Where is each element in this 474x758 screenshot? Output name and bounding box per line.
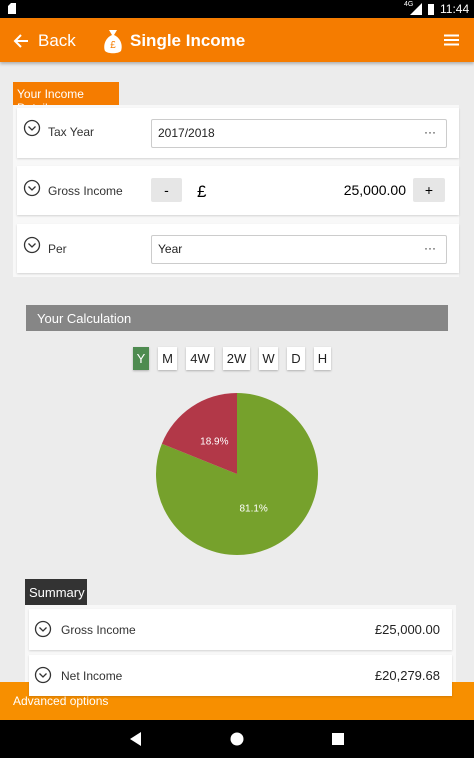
pie-slice: [161, 393, 237, 474]
pie-chart: 81.1% 18.9%: [155, 393, 318, 555]
period-button[interactable]: M: [158, 347, 177, 370]
nav-bar: [0, 720, 474, 758]
chevron[interactable]: [23, 236, 41, 254]
select-value: Year: [158, 242, 183, 256]
field-label: Gross Income: [48, 184, 123, 198]
slice-label: 81.1%: [239, 504, 267, 515]
summary-row: Net Income £20,279.68: [29, 655, 452, 696]
status-icons: [410, 3, 434, 15]
per-select[interactable]: Year ···: [151, 235, 447, 264]
pie-slice: [155, 393, 318, 555]
field-label: Tax Year: [48, 125, 95, 139]
select-value: 2017/2018: [158, 126, 215, 140]
section-tab: Your Income Details: [13, 82, 119, 115]
more: ···: [424, 241, 436, 255]
more: ···: [424, 125, 436, 139]
chevron[interactable]: [23, 119, 41, 137]
summary-value: £25,000.00: [374, 622, 440, 637]
app-bar: Back £ Single Income: [0, 18, 474, 62]
chevron[interactable]: [34, 666, 52, 684]
money-bag-icon: £: [104, 30, 122, 54]
minus-button[interactable]: -: [151, 178, 182, 202]
field-label: Per: [48, 242, 67, 256]
sim-icon: [8, 3, 16, 14]
slice-label: 18.9%: [200, 436, 228, 447]
svg-text:£: £: [110, 40, 116, 51]
app-title: Single Income: [130, 31, 246, 50]
tax-year-select[interactable]: 2017/2018 ···: [151, 119, 447, 148]
calculation-header: Your Calculation: [26, 305, 448, 331]
period-button[interactable]: Y: [133, 347, 149, 370]
period-button[interactable]: 4W: [186, 347, 214, 370]
gross-income-row: Gross Income - £ 25,000.00 +: [17, 166, 459, 215]
back-button[interactable]: Back: [38, 31, 76, 50]
status-bar: 4G 11:44: [0, 0, 474, 18]
back-arrow[interactable]: [13, 33, 29, 49]
chevron[interactable]: [34, 620, 52, 638]
chevron[interactable]: [23, 179, 41, 197]
plus-button[interactable]: +: [413, 178, 445, 202]
period-button[interactable]: 2W: [223, 347, 250, 370]
tax-year-row: Tax Year 2017/2018 ···: [17, 108, 459, 158]
summary-tab: Summary: [25, 579, 87, 605]
period-button[interactable]: W: [259, 347, 278, 370]
per-row: Per Year ···: [17, 224, 459, 273]
summary-label: Gross Income: [61, 623, 136, 637]
nav-home[interactable]: [230, 732, 244, 746]
nav-recent[interactable]: [332, 733, 344, 745]
period-button[interactable]: H: [314, 347, 331, 370]
summary-value: £20,279.68: [374, 668, 440, 683]
summary-row: Gross Income £25,000.00: [29, 609, 452, 650]
nav-back[interactable]: [130, 732, 141, 746]
period-button[interactable]: D: [287, 347, 305, 370]
clock: 11:44: [440, 2, 470, 16]
network: 4G: [404, 1, 414, 8]
nav-icons: [130, 732, 344, 746]
currency: £: [197, 182, 207, 201]
gross-income-value[interactable]: 25,000.00: [343, 182, 406, 198]
summary-label: Net Income: [61, 669, 123, 683]
menu-icon[interactable]: [444, 34, 459, 46]
